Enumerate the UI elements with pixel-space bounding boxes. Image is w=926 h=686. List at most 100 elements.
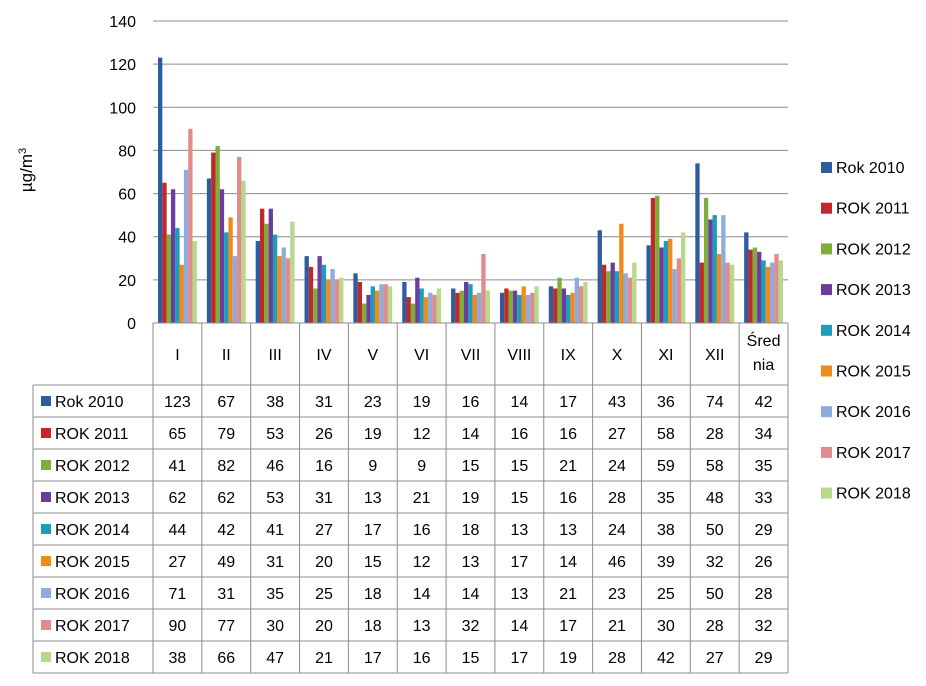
table-legend-key [41, 396, 51, 406]
table-value: 9 [417, 458, 426, 475]
bar [406, 297, 411, 323]
category-label-text: X [612, 347, 623, 364]
table-value: 34 [755, 426, 773, 443]
table-value: 74 [706, 394, 724, 411]
table-value: 21 [413, 490, 431, 507]
table-value: 15 [510, 458, 528, 475]
bar [744, 232, 749, 323]
table-value: 59 [657, 458, 675, 475]
bar [712, 215, 717, 323]
table-value: 23 [608, 586, 626, 603]
table-value: 50 [706, 522, 724, 539]
category-label-text: XII [705, 347, 725, 364]
bar [721, 215, 726, 323]
bar [481, 253, 486, 323]
table-value: 21 [559, 586, 577, 603]
category-label-text: III [268, 347, 281, 364]
legend-swatch [821, 406, 832, 418]
y-axis-label: µg/m3 [17, 148, 36, 192]
table-value: 28 [706, 426, 724, 443]
table-legend-key [41, 652, 51, 662]
table-value: 58 [657, 426, 675, 443]
bar [317, 256, 322, 323]
bar [606, 271, 611, 323]
category-label-text: VI [414, 347, 429, 364]
bar [353, 273, 358, 323]
legend-swatch [821, 202, 832, 214]
category-label: VII [461, 347, 481, 364]
table-value: 17 [510, 650, 528, 667]
bar [419, 288, 424, 323]
table-value: 28 [608, 650, 626, 667]
bar [362, 303, 367, 323]
table-value: 16 [559, 490, 577, 507]
table-value: 38 [266, 394, 284, 411]
bar [601, 264, 607, 323]
bar [285, 258, 291, 323]
category-label-text: Śred [747, 331, 781, 350]
table-value: 28 [608, 490, 626, 507]
table-value: 123 [164, 394, 191, 411]
bar [619, 223, 624, 323]
bar [237, 156, 242, 323]
table-series-name: ROK 2015 [55, 554, 130, 571]
table-value: 19 [462, 490, 480, 507]
bar [663, 241, 669, 323]
bar [339, 277, 344, 323]
table-value: 27 [315, 522, 333, 539]
legend-label: ROK 2015 [836, 364, 911, 381]
table-value: 16 [413, 650, 431, 667]
bar [232, 256, 238, 323]
legend-swatch [821, 162, 832, 173]
legend-label: Rok 2010 [836, 160, 905, 177]
table-value: 42 [217, 522, 235, 539]
y-tick-label: 0 [127, 316, 136, 333]
bar [553, 288, 558, 323]
bar [166, 234, 171, 323]
table-value: 41 [169, 458, 187, 475]
table-value: 32 [706, 554, 724, 571]
category-label: II [222, 347, 231, 364]
table-value: 17 [559, 618, 577, 635]
table-value: 39 [657, 554, 675, 571]
table-value: 67 [217, 394, 235, 411]
bar [387, 286, 393, 323]
bar [774, 253, 779, 323]
bar [676, 258, 681, 323]
bar [330, 269, 335, 323]
bar [499, 292, 505, 323]
category-label-text: IX [561, 347, 576, 364]
table-legend-key [41, 460, 51, 470]
bar [357, 282, 363, 323]
y-tick-label: 40 [118, 230, 136, 247]
table-value: 65 [169, 426, 187, 443]
bar [574, 277, 579, 323]
table-value: 18 [364, 618, 382, 635]
table-value: 21 [559, 458, 577, 475]
y-tick-label: 60 [118, 187, 136, 204]
bar [215, 146, 220, 323]
bar [517, 294, 522, 323]
table-value: 13 [510, 522, 528, 539]
bar [699, 262, 704, 323]
y-tick-label: 140 [109, 14, 136, 31]
legend-label: ROK 2013 [836, 282, 911, 299]
bar [778, 260, 783, 323]
bar [432, 294, 437, 323]
table-value: 13 [559, 522, 577, 539]
table-value: 31 [315, 490, 333, 507]
category-label: IV [316, 347, 331, 364]
bar [459, 290, 465, 323]
table-value: 90 [169, 618, 187, 635]
table-value: 9 [368, 458, 377, 475]
table-series-name: ROK 2017 [55, 618, 130, 635]
table-legend-key [41, 556, 51, 566]
bar [627, 277, 633, 323]
table-value: 17 [559, 394, 577, 411]
bar [521, 286, 526, 323]
table-value: 18 [462, 522, 480, 539]
bar [757, 251, 762, 323]
legend-entry: ROK 2016 [821, 404, 911, 421]
bar [583, 282, 588, 323]
